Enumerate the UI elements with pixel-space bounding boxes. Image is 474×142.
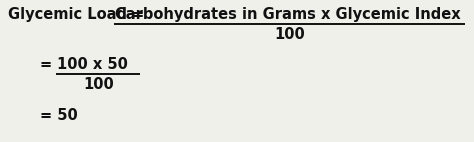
Text: 100 x 50: 100 x 50 xyxy=(57,57,128,72)
Text: Glycemic Load =: Glycemic Load = xyxy=(8,7,149,22)
Text: 100: 100 xyxy=(83,77,114,92)
Text: = 50: = 50 xyxy=(40,108,78,123)
Text: 100: 100 xyxy=(274,27,305,42)
Text: =: = xyxy=(40,57,57,72)
Text: Carbohydrates in Grams x Glycemic Index: Carbohydrates in Grams x Glycemic Index xyxy=(115,7,461,22)
